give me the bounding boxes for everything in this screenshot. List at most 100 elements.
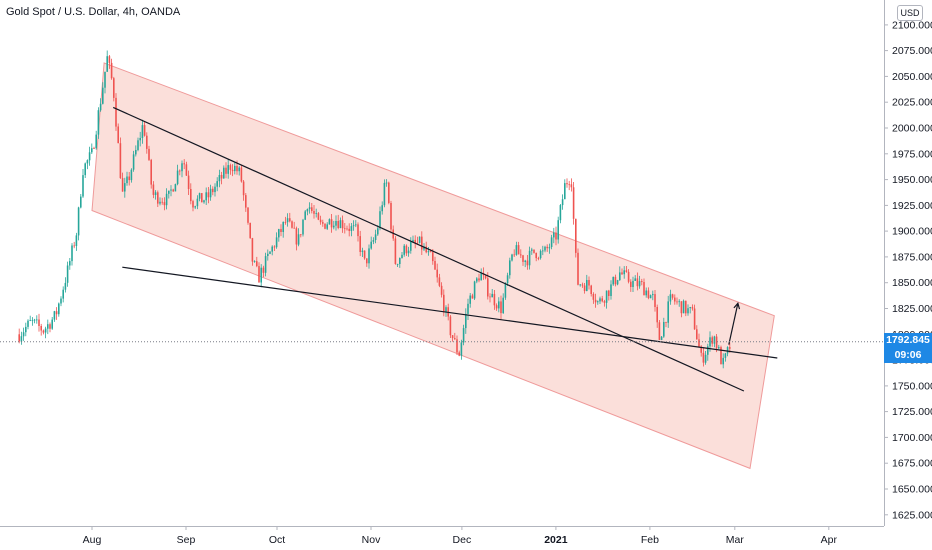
- candle-body: [612, 276, 614, 285]
- candle-body: [335, 221, 337, 226]
- candle-body: [667, 301, 669, 323]
- y-tick-label: 2050.000: [892, 71, 932, 83]
- price-axis[interactable]: 2100.000 2075.000 2050.000 2025.000 2000.000…: [884, 0, 932, 550]
- candle-body: [154, 192, 157, 195]
- candlestick-series: [18, 50, 731, 369]
- candle-body: [150, 159, 152, 185]
- trendlines[interactable]: [112, 106, 778, 392]
- candle-body: [350, 226, 353, 231]
- candle-body: [269, 251, 271, 254]
- projection-arrow[interactable]: [728, 303, 739, 345]
- candle-body: [405, 245, 408, 254]
- candle-body: [278, 229, 280, 238]
- candle-body: [304, 211, 306, 220]
- candle-body: [99, 103, 102, 111]
- candle-body: [445, 307, 447, 313]
- candle-body: [355, 224, 357, 226]
- y-tick-label: 2075.000: [892, 45, 932, 57]
- candle-body: [517, 245, 520, 255]
- candle-body: [440, 285, 443, 295]
- candle-body: [348, 228, 350, 231]
- candle-body: [124, 183, 126, 192]
- candle-body: [93, 148, 95, 149]
- candle-body: [157, 192, 159, 204]
- currency-button[interactable]: USD: [897, 5, 923, 21]
- candle-body: [201, 193, 203, 203]
- candle-body: [247, 207, 249, 223]
- candle-body: [458, 352, 460, 356]
- candle-body: [322, 222, 324, 224]
- x-tick-label: Nov: [362, 534, 381, 546]
- candle-body: [691, 307, 694, 309]
- trendline[interactable]: [112, 106, 745, 392]
- candle-body: [484, 275, 487, 279]
- candle-body: [330, 219, 333, 228]
- regression-channel[interactable]: [91, 62, 775, 470]
- candle-body: [449, 316, 452, 336]
- candle-body: [359, 236, 361, 252]
- candle-body: [711, 337, 713, 344]
- candle-body: [718, 347, 720, 349]
- candle-body: [381, 205, 383, 212]
- candle-body: [495, 305, 498, 309]
- x-tick-label: Aug: [83, 534, 102, 546]
- candle-body: [55, 311, 58, 315]
- candle-body: [533, 249, 535, 253]
- y-tick-label: 2000.000: [892, 123, 932, 135]
- candle-body: [658, 322, 661, 340]
- candle-body: [579, 284, 581, 286]
- candle-body: [399, 258, 401, 264]
- candle-body: [592, 294, 595, 300]
- candle-body: [227, 165, 229, 174]
- candle-body: [568, 184, 570, 186]
- candle-body: [707, 346, 709, 355]
- candle-body: [234, 165, 236, 172]
- candle-body: [493, 293, 496, 306]
- candle-body: [383, 182, 386, 206]
- y-tick-label: 1825.000: [892, 303, 932, 315]
- candle-body: [583, 285, 586, 291]
- candle-body: [539, 250, 542, 259]
- candle-body: [258, 266, 260, 283]
- candle-body: [491, 293, 493, 298]
- candle-body: [645, 290, 647, 296]
- candle-body: [724, 353, 727, 358]
- candle-body: [66, 265, 69, 283]
- y-tick-label: 1625.000: [892, 509, 932, 521]
- candle-body: [476, 278, 478, 282]
- candle-body: [297, 234, 300, 245]
- candle-body: [223, 167, 225, 179]
- candle-body: [698, 339, 700, 347]
- x-tick-label: Mar: [726, 534, 745, 546]
- candle-body: [685, 300, 687, 314]
- candle-body: [174, 184, 177, 192]
- candle-body: [286, 218, 289, 223]
- channel-band[interactable]: [91, 62, 775, 470]
- last-price-label: 1792.845: [884, 333, 932, 348]
- candle-body: [302, 219, 304, 235]
- candle-body: [715, 336, 718, 349]
- candle-body: [665, 322, 667, 323]
- candle-body: [377, 228, 379, 235]
- candle-body: [528, 250, 531, 266]
- candle-body: [190, 189, 192, 202]
- candle-body: [443, 294, 445, 313]
- candle-body: [608, 290, 610, 296]
- candle-body: [559, 205, 562, 221]
- time-axis[interactable]: Aug Sep Oct Nov Dec 2021 Feb Mar Apr: [0, 526, 932, 550]
- candle-body: [392, 229, 394, 239]
- y-tick-label: 1950.000: [892, 174, 932, 186]
- candle-body: [634, 278, 636, 281]
- candle-body: [317, 213, 320, 220]
- candle-body: [676, 301, 678, 303]
- candle-body: [693, 308, 696, 330]
- candle-body: [179, 170, 181, 172]
- candle-body: [641, 281, 643, 282]
- candle-body: [209, 188, 212, 198]
- candle-body: [594, 299, 597, 303]
- candle-body: [550, 237, 553, 247]
- candle-body: [680, 301, 683, 314]
- candle-body: [108, 56, 111, 63]
- trendline[interactable]: [122, 266, 778, 359]
